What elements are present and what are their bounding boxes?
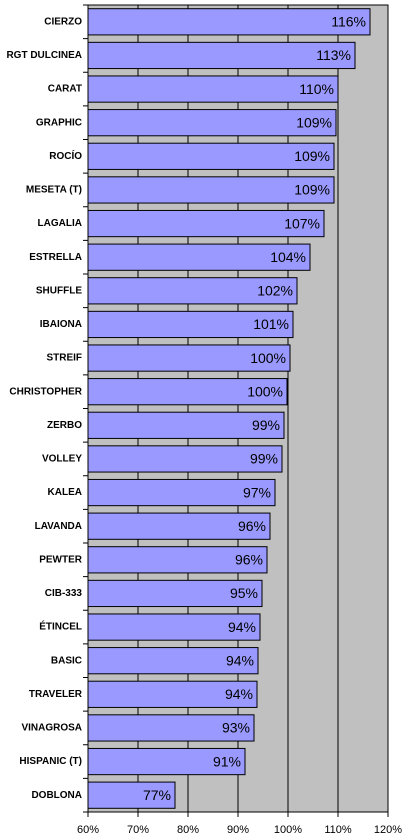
bar xyxy=(87,277,298,305)
value-label: 100% xyxy=(250,350,286,366)
y-tick-label: ZERBO xyxy=(47,420,82,431)
bar xyxy=(87,445,283,473)
value-label: 104% xyxy=(270,249,306,265)
value-label: 113% xyxy=(316,47,351,63)
bar xyxy=(87,546,268,574)
y-tick-label: PEWTER xyxy=(39,554,83,565)
y-tick-label: CARAT xyxy=(48,84,82,95)
y-tick-label: IBAIONA xyxy=(40,319,82,330)
bar xyxy=(87,411,285,439)
x-tick-label: 120% xyxy=(374,824,402,836)
y-tick-label: SHUFFLE xyxy=(36,285,82,296)
bar xyxy=(87,243,311,271)
bar xyxy=(87,579,263,608)
y-tick-label: CHRISTOPHER xyxy=(9,386,82,397)
value-label: 94% xyxy=(226,652,254,668)
x-tick-label: 100% xyxy=(274,824,302,836)
y-tick-label: VOLLEY xyxy=(42,454,82,465)
value-label: 96% xyxy=(235,552,263,568)
y-tick-label: STREIF xyxy=(46,353,82,364)
value-label: 110% xyxy=(299,81,334,97)
value-label: 100% xyxy=(247,383,283,399)
y-tick-label: HISPANIC (T) xyxy=(19,756,82,767)
bar xyxy=(87,8,371,36)
y-tick-label: GRAPHIC xyxy=(36,117,82,128)
bar xyxy=(87,41,356,70)
value-label: 107% xyxy=(284,215,320,231)
y-tick-label: VINAGROSA xyxy=(21,723,82,734)
y-tick-label: LAVANDA xyxy=(35,521,82,532)
bar xyxy=(87,714,255,742)
value-label: 97% xyxy=(243,484,271,500)
value-label: 77% xyxy=(143,787,171,803)
y-tick-label: BASIC xyxy=(51,655,82,666)
bar xyxy=(87,142,335,170)
value-label: 95% xyxy=(230,585,258,601)
y-tick-label: MESETA (T) xyxy=(26,185,82,196)
bar xyxy=(87,647,259,675)
value-label: 109% xyxy=(296,114,332,130)
value-label: 93% xyxy=(222,720,250,736)
y-tick-label: TRAVELER xyxy=(29,689,83,700)
y-tick-label: ESTRELLA xyxy=(29,252,82,263)
y-tick-label: CIB-333 xyxy=(45,588,83,599)
y-tick-label: ÉTINCEL xyxy=(39,620,82,633)
bar xyxy=(87,781,176,809)
y-tick-label: CIERZO xyxy=(44,16,82,27)
bar xyxy=(87,209,325,238)
x-tick-label: 80% xyxy=(177,824,199,836)
bar xyxy=(87,747,246,776)
value-label: 94% xyxy=(225,686,253,702)
bar xyxy=(87,344,291,372)
x-tick-label: 110% xyxy=(324,824,352,836)
x-tick-label: 90% xyxy=(227,824,249,836)
value-label: 102% xyxy=(257,283,293,299)
y-tick-label: KALEA xyxy=(48,487,82,498)
bar xyxy=(87,613,261,641)
bar xyxy=(87,310,294,339)
value-label: 99% xyxy=(250,451,278,467)
value-label: 91% xyxy=(213,753,241,769)
value-label: 116% xyxy=(331,14,366,30)
bar xyxy=(87,478,276,507)
y-tick-label: RGT DULCINEA xyxy=(6,50,82,61)
value-label: 101% xyxy=(253,316,289,332)
value-label: 109% xyxy=(294,182,330,198)
value-label: 109% xyxy=(294,148,330,164)
y-tick-label: ROCÍO xyxy=(49,149,82,162)
bar xyxy=(87,512,271,540)
x-tick-label: 60% xyxy=(77,824,99,836)
value-label: 99% xyxy=(252,417,280,433)
plot-border xyxy=(87,4,389,813)
y-tick-label: DOBLONA xyxy=(31,790,82,801)
x-tick-label: 70% xyxy=(127,824,149,836)
y-tick-label: LAGALIA xyxy=(38,218,82,229)
value-label: 94% xyxy=(228,619,256,635)
value-label: 96% xyxy=(238,518,266,534)
